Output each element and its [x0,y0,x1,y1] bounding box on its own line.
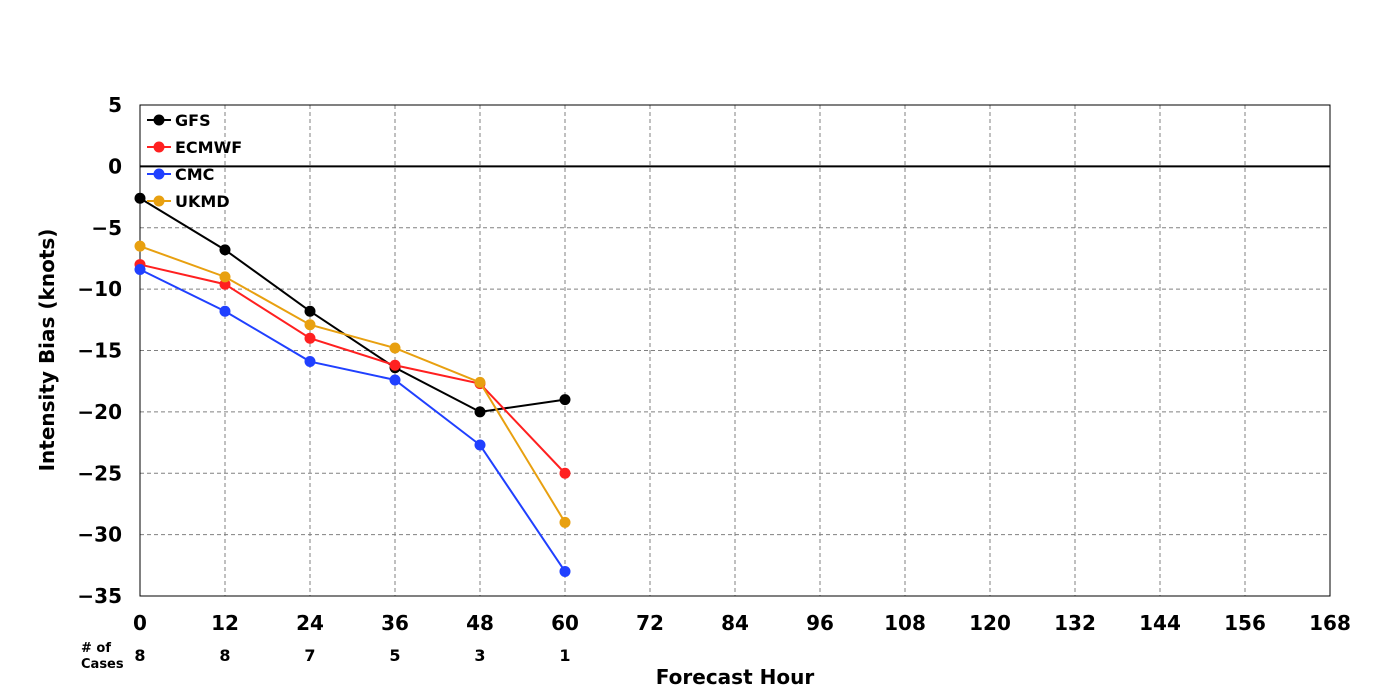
data-point-gfs [474,406,486,418]
cases-label: # of [81,641,111,656]
x-tick-label: 144 [1139,611,1181,635]
data-point-ukmd [219,271,231,283]
x-tick-label: 156 [1224,611,1266,635]
y-tick-label: −10 [77,277,122,301]
legend-label-ukmd: UKMD [175,192,230,211]
case-count: 3 [474,646,485,665]
x-tick-label: 36 [381,611,409,635]
data-point-gfs [304,305,316,317]
y-tick-label: −25 [77,461,122,485]
case-count: 8 [134,646,145,665]
case-count: 8 [219,646,230,665]
series-line-gfs [139,197,566,413]
x-tick-label: 168 [1309,611,1351,635]
data-point-cmc [559,565,571,577]
x-axis-title: Forecast Hour [656,665,815,689]
data-point-ukmd [304,319,316,331]
x-tick-label: 48 [466,611,494,635]
grid-lines [140,105,1330,596]
x-tick-label: 96 [806,611,834,635]
data-point-ukmd [559,516,571,528]
legend-marker-ukmd [153,195,165,207]
x-tick-label: 84 [721,611,749,635]
series-line-cmc [139,268,566,573]
data-point-ukmd [389,342,401,354]
x-tick-label: 24 [296,611,324,635]
plot-frame [139,104,1331,597]
x-tick-label: 108 [884,611,926,635]
axes [139,104,1331,597]
data-point-cmc [389,374,401,386]
data-point-ecmwf [559,467,571,479]
legend-label-ecmwf: ECMWF [175,138,242,157]
x-tick-label: 120 [969,611,1011,635]
data-point-gfs [219,244,231,256]
x-tick-label: 60 [551,611,579,635]
data-point-cmc [219,305,231,317]
case-count: 1 [559,646,570,665]
tick-labels: 0 12 24 36 48 60 72 84 96 108 120 132 144 156 168 5 0 −5 −… [77,93,1350,635]
legend-marker-gfs [153,114,165,126]
x-tick-label: 12 [211,611,239,635]
y-tick-label: 5 [108,93,122,117]
data-point-ukmd [474,376,486,388]
case-count: 7 [304,646,315,665]
y-tick-label: −5 [91,216,122,240]
series-line-ukmd [139,245,566,523]
y-tick-label: −30 [77,523,122,547]
legend-label-cmc: CMC [175,165,214,184]
x-tick-label: 72 [636,611,664,635]
series-line-ecmwf [139,263,566,474]
x-tick-label: 132 [1054,611,1096,635]
data-point-ecmwf [304,332,316,344]
y-tick-label: 0 [108,154,122,178]
legend-marker-ecmwf [153,141,165,153]
case-count: 5 [389,646,400,665]
data-point-gfs [559,394,571,406]
series-lines [134,192,571,577]
data-point-gfs [134,192,146,204]
x-tick-label: 0 [133,611,147,635]
y-tick-label: −20 [77,400,122,424]
cases-label: Cases [81,657,124,672]
y-tick-label: −15 [77,339,122,363]
data-point-ukmd [134,240,146,252]
legend-label-gfs: GFS [175,111,211,130]
data-point-cmc [134,263,146,275]
data-point-cmc [474,439,486,451]
data-point-ecmwf [389,359,401,371]
y-axis-title: Intensity Bias (knots) [35,229,59,472]
legend-marker-cmc [153,168,165,180]
y-tick-label: −35 [77,584,122,608]
legend: GFS ECMWF CMC UKMD [147,111,242,211]
data-point-cmc [304,356,316,368]
